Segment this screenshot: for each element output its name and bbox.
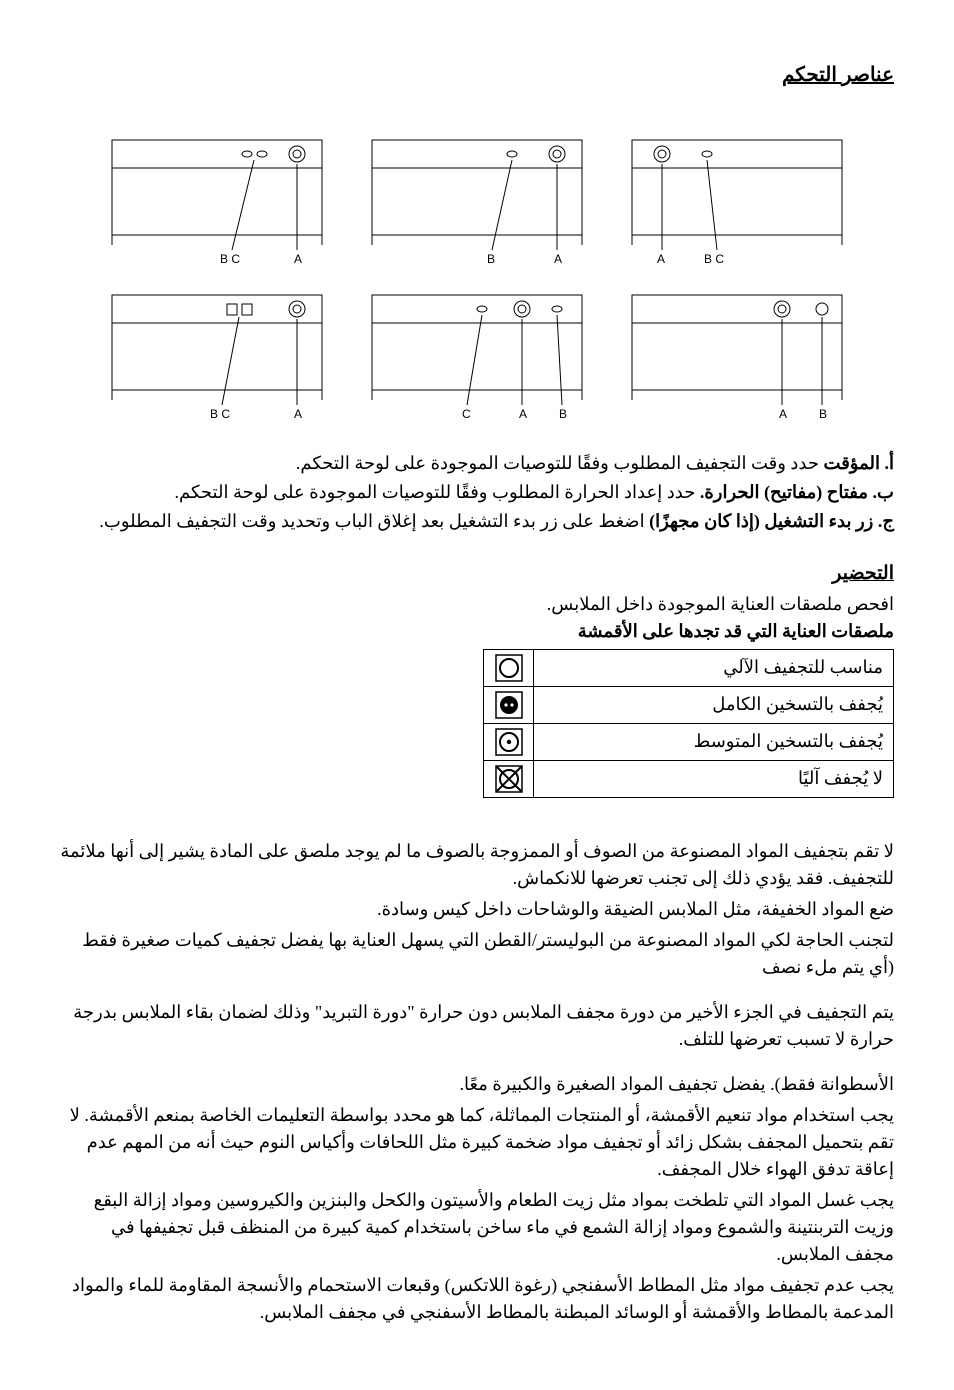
svg-text:B: B <box>559 407 567 421</box>
diagram-1: B C A <box>102 130 332 270</box>
care-text: يُجفف بالتسخين المتوسط <box>534 723 894 760</box>
svg-text:A: A <box>779 407 787 421</box>
page-title: عناصر التحكم <box>60 60 894 90</box>
preparation-section: التحضير افحص ملصقات العناية الموجودة داخ… <box>60 560 894 798</box>
svg-text:B: B <box>819 407 827 421</box>
prep-subhead: ملصقات العناية التي قد تجدها على الأقمشة <box>60 618 894 645</box>
control-a: أ. المؤقت حدد وقت التجفيف المطلوب وفقًا … <box>60 450 894 477</box>
svg-text:B C: B C <box>210 407 230 421</box>
para-6: يجب استخدام مواد تنعيم الأقمشة، أو المنت… <box>60 1102 894 1183</box>
care-text: مناسب للتجفيف الآلي <box>534 649 894 686</box>
care-icon-circle-empty <box>484 649 534 686</box>
care-icon-crossed <box>484 760 534 797</box>
para-8: يجب عدم تجفيف مواد مثل المطاط الأسفنجي (… <box>60 1272 894 1326</box>
svg-text:B C: B C <box>704 252 724 266</box>
care-labels-table: مناسب للتجفيف الآلي يُجفف بالتسخين الكام… <box>483 649 894 798</box>
svg-text:C: C <box>462 407 471 421</box>
diagram-6: A B <box>622 285 852 425</box>
svg-text:B C: B C <box>220 252 240 266</box>
para-4: يتم التجفيف في الجزء الأخير من دورة مجفف… <box>60 999 894 1053</box>
svg-text:A: A <box>294 252 302 266</box>
prep-line1: افحص ملصقات العناية الموجودة داخل الملاب… <box>60 591 894 618</box>
table-row: لا يُجفف آليًا <box>484 760 894 797</box>
control-c: ج. زر بدء التشغيل (إذا كان مجهزًا) اضغط … <box>60 508 894 535</box>
diagrams-row-1: B C A B A <box>60 130 894 270</box>
prep-heading: التحضير <box>60 560 894 589</box>
svg-text:A: A <box>657 252 665 266</box>
para-5: الأسطوانة فقط). يفضل تجفيف المواد الصغير… <box>60 1071 894 1098</box>
diagrams-container: B C A B A <box>60 130 894 425</box>
svg-text:B: B <box>487 252 495 266</box>
diagram-2: B A <box>362 130 592 270</box>
care-icon-one-dot <box>484 723 534 760</box>
para-1: لا تقم بتجفيف المواد المصنوعة من الصوف أ… <box>60 838 894 892</box>
svg-text:A: A <box>554 252 562 266</box>
svg-text:A: A <box>519 407 527 421</box>
table-row: مناسب للتجفيف الآلي <box>484 649 894 686</box>
controls-description: أ. المؤقت حدد وقت التجفيف المطلوب وفقًا … <box>60 450 894 535</box>
diagrams-row-2: B C A C A B <box>60 285 894 425</box>
diagram-4: B C A <box>102 285 332 425</box>
para-3: لتجنب الحاجة لكي المواد المصنوعة من البو… <box>60 927 894 981</box>
para-7: يجب غسل المواد التي تلطخت بمواد مثل زيت … <box>60 1187 894 1268</box>
diagram-3: A B C <box>622 130 852 270</box>
control-b: ب. مفتاح (مفاتيح) الحرارة. حدد إعداد الح… <box>60 479 894 506</box>
table-row: يُجفف بالتسخين المتوسط <box>484 723 894 760</box>
care-text: لا يُجفف آليًا <box>534 760 894 797</box>
table-row: يُجفف بالتسخين الكامل <box>484 686 894 723</box>
para-2: ضع المواد الخفيفة، مثل الملابس الضيقة وا… <box>60 896 894 923</box>
svg-text:A: A <box>294 407 302 421</box>
diagram-5: C A B <box>362 285 592 425</box>
care-icon-two-dots <box>484 686 534 723</box>
body-paragraphs: لا تقم بتجفيف المواد المصنوعة من الصوف أ… <box>60 838 894 1326</box>
care-text: يُجفف بالتسخين الكامل <box>534 686 894 723</box>
